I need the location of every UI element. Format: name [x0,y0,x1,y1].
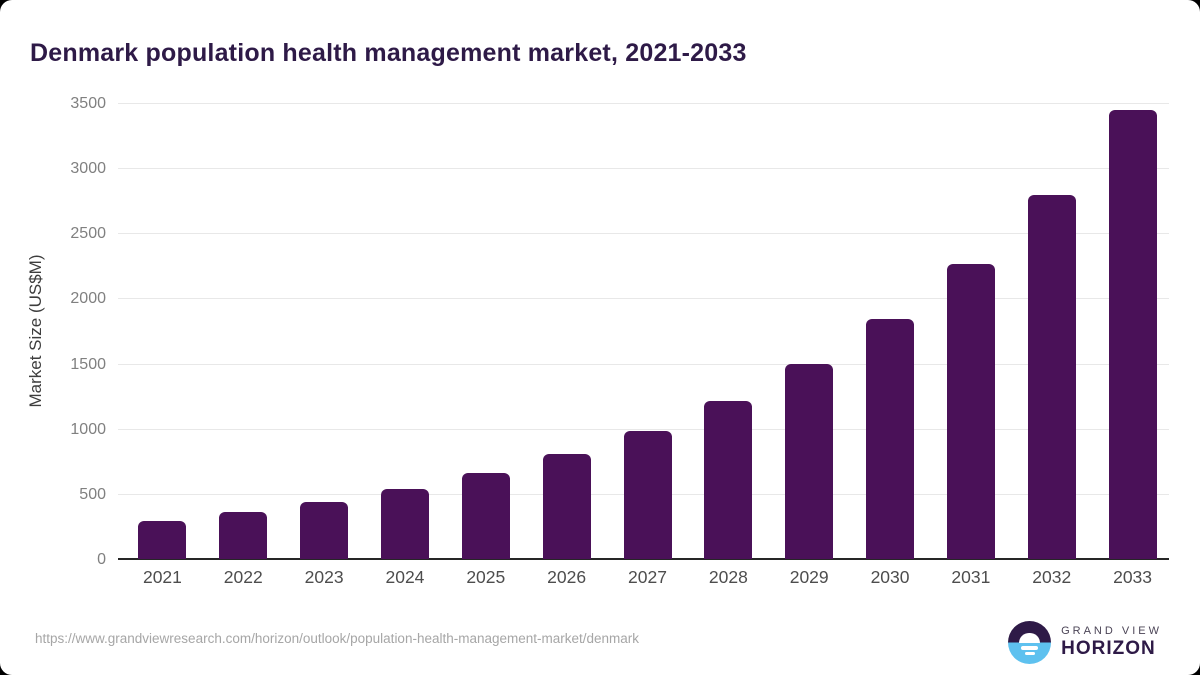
bar-2025[interactable] [461,473,510,559]
bar-2029[interactable] [785,363,834,559]
sun-shape [1019,632,1041,643]
brand-logo: GRAND VIEW HORIZON [1008,621,1162,664]
source-url: https://www.grandviewresearch.com/horizo… [35,631,640,646]
bar-2032[interactable] [1027,195,1076,559]
gridline-2500 [118,233,1169,235]
gridline-3000 [118,168,1169,170]
bar-2023[interactable] [300,501,349,559]
bar-2024[interactable] [380,489,429,559]
brand-logo-text: GRAND VIEW HORIZON [1061,625,1162,659]
bar-2033[interactable] [1108,110,1157,559]
bar-chart-plot-area: 0 500 1000 1500 2000 2500 3000 3500 2021 2022 2023… [70,96,1169,587]
y-tick-label-1000: 1000 [70,420,106,438]
y-tick-label-2000: 2000 [70,290,106,308]
x-tick-label-2033: 2033 [1113,567,1153,587]
bar-2031[interactable] [946,263,995,559]
bar-2021[interactable] [138,520,187,559]
sunrise-horizon-icon [1008,621,1052,664]
gridline-3500 [118,103,1169,104]
x-tick-label-2027: 2027 [628,567,667,587]
bar-2022[interactable] [219,512,268,559]
brand-name-bottom: HORIZON [1061,637,1156,659]
y-tick-label-0: 0 [97,551,106,568]
y-axis-title-text: Market Size (US$M) [26,254,45,408]
reflection-line-1 [1021,646,1039,650]
chart-title: Denmark population health management mar… [30,38,747,67]
y-tick-label-3000: 3000 [70,160,106,178]
x-tick-label-2022: 2022 [223,567,263,587]
x-axis-line [118,558,1169,560]
x-tick-label-2025: 2025 [466,567,506,587]
x-tick-label-2023: 2023 [304,567,344,587]
x-tick-label-2026: 2026 [547,567,587,587]
x-tick-label-2028: 2028 [708,567,748,587]
gridline-2000 [118,298,1169,300]
x-tick-label-2031: 2031 [951,567,991,587]
gridline-1500 [118,363,1169,365]
x-tick-label-2024: 2024 [385,567,425,587]
bar-2028[interactable] [704,401,753,559]
x-tick-label-2021: 2021 [142,567,182,587]
y-tick-label-1500: 1500 [70,355,106,373]
y-tick-label-500: 500 [79,485,106,503]
x-tick-label-2029: 2029 [789,567,829,587]
reflection-line-2 [1024,652,1035,655]
bar-2030[interactable] [866,318,915,559]
bar-2026[interactable] [542,454,591,559]
y-tick-label-3500: 3500 [70,95,106,112]
brand-name-top: GRAND VIEW [1061,625,1162,638]
x-tick-label-2030: 2030 [870,567,910,587]
bar-2027[interactable] [623,430,672,559]
y-tick-label-2500: 2500 [70,225,106,243]
gridline-1000 [118,428,1169,430]
x-tick-label-2032: 2032 [1032,567,1072,587]
